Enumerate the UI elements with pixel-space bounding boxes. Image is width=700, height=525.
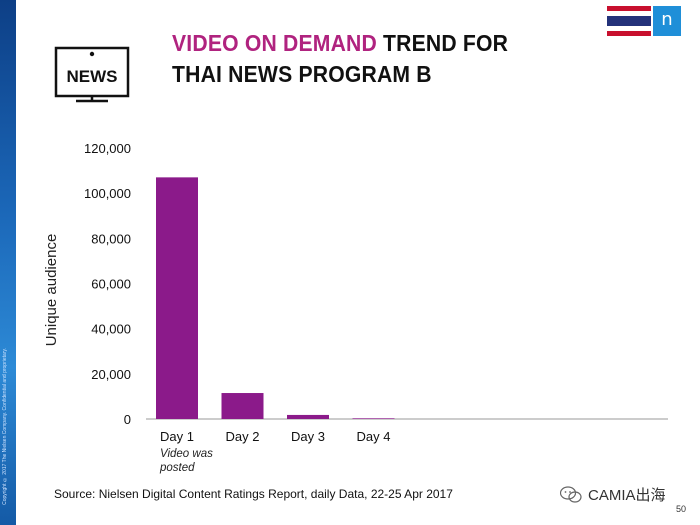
bar-day-4 xyxy=(352,418,395,419)
bar-day-2 xyxy=(221,393,264,419)
thailand-flag-icon xyxy=(607,6,651,36)
y-tick-label: 0 xyxy=(124,412,131,427)
wechat-icon xyxy=(560,485,582,503)
y-tick-label: 60,000 xyxy=(91,277,131,292)
source-note: Source: Nielsen Digital Content Ratings … xyxy=(54,487,453,501)
x-tick-label: Day 2 xyxy=(226,429,260,444)
x-tick-label: Day 3 xyxy=(291,429,325,444)
y-tick-label: 100,000 xyxy=(84,186,131,201)
bar-annotation: Video was posted xyxy=(160,448,213,474)
news-icon-label: NEWS xyxy=(67,67,118,86)
title-accent: VIDEO ON DEMAND xyxy=(172,30,377,56)
y-tick-label: 120,000 xyxy=(84,141,131,156)
title-rest-line1: TREND FOR xyxy=(376,30,509,56)
y-tick-label: 80,000 xyxy=(91,231,131,246)
y-tick-label: 20,000 xyxy=(91,367,131,382)
page-number: 50 xyxy=(676,504,687,514)
left-brand-strip: Copyright © 2017 The Nielsen Company. Co… xyxy=(0,0,16,525)
watermark: CAMIA出海 xyxy=(560,484,666,505)
x-tick-label: Day 4 xyxy=(357,429,391,444)
tv-news-icon: NEWS xyxy=(54,46,130,103)
x-tick-label: Day 1 xyxy=(160,429,194,444)
page-title: VIDEO ON DEMAND TREND FOR THAI NEWS PROG… xyxy=(172,28,577,90)
bar-day-3 xyxy=(287,414,329,419)
watermark-text: CAMIA出海 xyxy=(588,487,666,504)
title-line2: THAI NEWS PROGRAM B xyxy=(172,61,432,87)
nielsen-logo: n xyxy=(653,6,681,36)
y-tick-label: 40,000 xyxy=(91,322,131,337)
bar-day-1 xyxy=(156,177,198,419)
y-axis-label: Unique audience xyxy=(43,234,60,347)
